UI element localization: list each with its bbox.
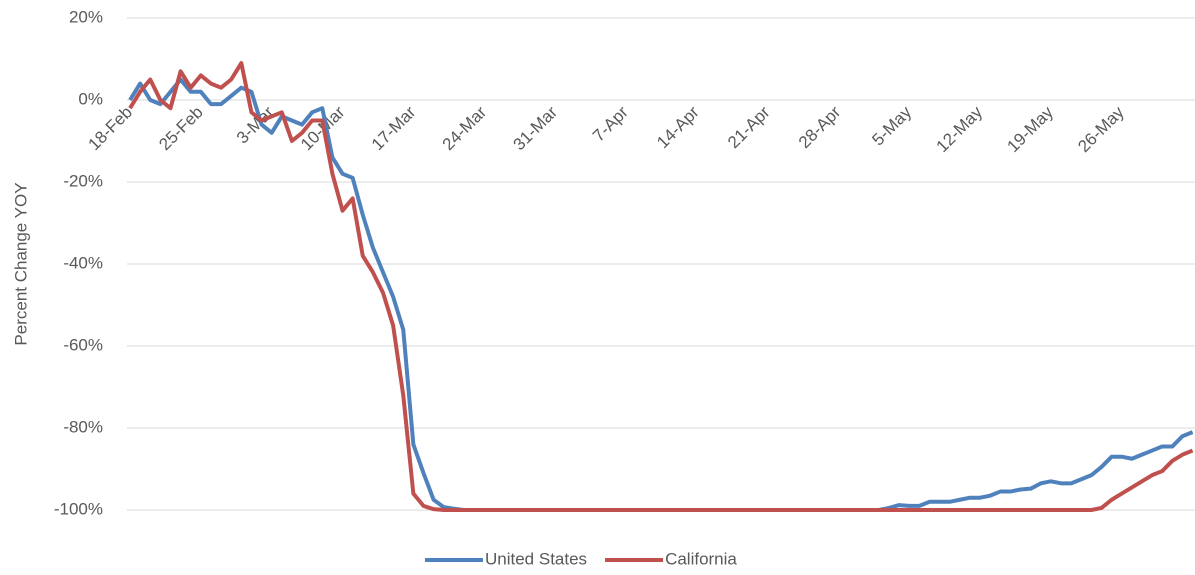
- x-tick-label: 12-May: [933, 102, 987, 156]
- y-tick-label: -60%: [63, 335, 103, 354]
- x-tick-label: 17-Mar: [368, 102, 420, 154]
- y-tick-label: -100%: [54, 499, 103, 518]
- legend-label: United States: [485, 549, 587, 568]
- x-tick-label: 25-Feb: [155, 103, 207, 155]
- x-tick-label: 7-Apr: [589, 102, 632, 145]
- x-tick-label: 28-Apr: [795, 102, 845, 152]
- y-tick-label: -40%: [63, 253, 103, 272]
- x-tick-label: 5-May: [868, 102, 915, 149]
- x-tick-label: 21-Apr: [724, 102, 774, 152]
- x-tick-label: 14-Apr: [653, 102, 703, 152]
- x-tick-label: 19-May: [1003, 102, 1057, 156]
- x-tick-label: 18-Feb: [84, 103, 136, 155]
- x-tick-label: 26-May: [1074, 102, 1128, 156]
- x-tick-label: 31-Mar: [510, 102, 562, 154]
- y-tick-label: -20%: [63, 171, 103, 190]
- line-series: [128, 61, 1194, 512]
- x-tick-label: 24-Mar: [439, 102, 491, 154]
- y-axis-title: Percent Change YOY: [11, 182, 30, 345]
- y-tick-label: 0%: [78, 89, 103, 108]
- y-tick-label: -80%: [63, 417, 103, 436]
- legend-label: California: [665, 549, 737, 568]
- y-tick-label: 20%: [69, 7, 103, 26]
